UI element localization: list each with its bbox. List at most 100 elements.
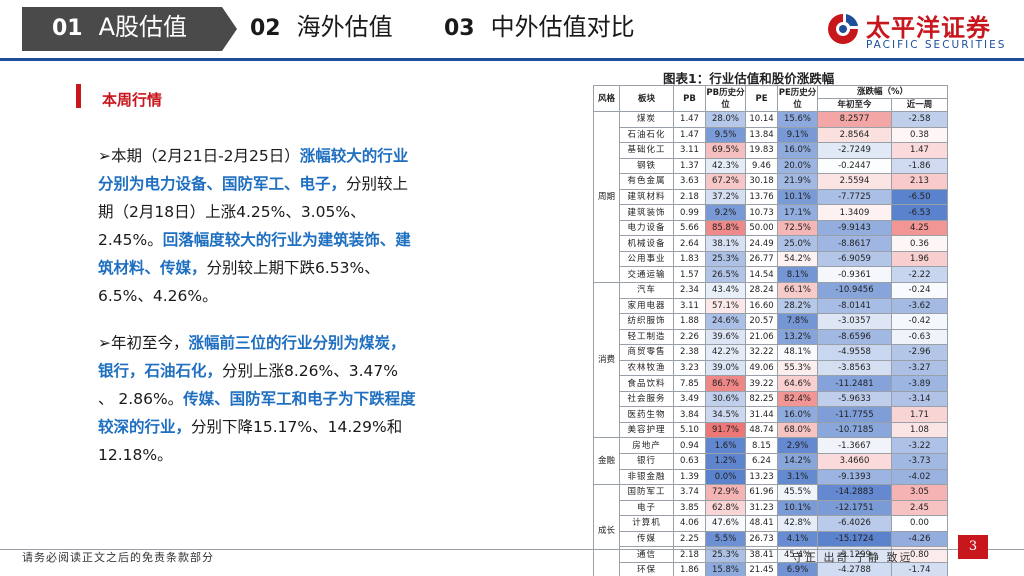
table-row: 建筑材料 2.18 37.2% 13.76 10.1% -7.7725 -6.50 xyxy=(594,188,948,206)
cell-change-week: 0.80 xyxy=(891,546,948,563)
table-row: 家用电器 3.11 57.1% 16.60 28.2% -8.0141 -3.62 xyxy=(594,297,948,315)
cell-pb-percentile: 30.6% xyxy=(705,390,746,408)
col-header-style: 风格 xyxy=(593,85,620,112)
tab-arrow-shape xyxy=(22,7,237,51)
cell-pb-percentile: 0.0% xyxy=(705,468,746,486)
cell-pe: 26.77 xyxy=(745,250,778,268)
cell-change-ytd: -6.4026 xyxy=(817,515,892,532)
pacific-securities-logo: 太平洋证券 PACIFIC SECURITIES xyxy=(826,8,1016,54)
cell-pb-percentile: 26.5% xyxy=(705,266,746,284)
table-row: 建筑装饰 0.99 9.2% 10.73 17.1% 1.3409 -6.53 xyxy=(594,204,948,221)
cell-change-ytd: -0.2447 xyxy=(817,157,892,175)
cell-change-week: -3.62 xyxy=(891,297,948,315)
logo-subtitle: PACIFIC SECURITIES xyxy=(866,39,1007,51)
cell-change-week: -4.02 xyxy=(891,468,948,486)
cell-change-ytd: -14.2883 xyxy=(817,484,892,501)
cell-change-ytd: -4.2788 xyxy=(817,561,892,576)
table-row: 传媒 2.25 5.5% 26.73 4.1% -15.1724 -4.26 xyxy=(594,530,948,548)
table-row: 成长 国防军工 3.74 72.9% 61.96 45.5% -14.2883 3.05 xyxy=(593,484,948,576)
col-header-sector: 板块 xyxy=(619,85,674,112)
cell-pb: 1.37 xyxy=(673,157,706,175)
cell-pe: 49.06 xyxy=(745,359,778,377)
table-row: 美容护理 5.10 91.7% 48.74 68.0% -10.7185 1.08 xyxy=(594,421,948,439)
cell-pe-percentile: 8.1% xyxy=(777,266,818,284)
cell-pe-percentile: 10.1% xyxy=(777,188,818,206)
col-header-pe: PE xyxy=(745,85,778,112)
cell-pb-percentile: 15.8% xyxy=(705,561,746,576)
table-row: 交通运输 1.57 26.5% 14.54 8.1% -0.9361 -2.22 xyxy=(594,266,948,284)
cell-pe-percentile: 68.0% xyxy=(777,421,818,439)
cell-sector: 电子 xyxy=(619,499,674,517)
cell-change-week: 1.71 xyxy=(891,406,948,423)
cell-change-ytd: 3.4660 xyxy=(817,453,892,470)
table-row: 社会服务 3.49 30.6% 82.25 82.4% -5.9633 -3.14 xyxy=(594,390,948,408)
cell-sector: 房地产 xyxy=(619,437,674,455)
cell-sector: 有色金属 xyxy=(619,173,674,190)
cell-change-ytd: -4.9558 xyxy=(817,344,892,361)
cell-pe-percentile: 48.1% xyxy=(777,344,818,361)
cell-change-ytd: 2.5594 xyxy=(817,173,892,190)
footer-motto: 守正 出奇 宁静 致远 xyxy=(792,551,913,564)
cell-change-ytd: -8.0141 xyxy=(817,297,892,315)
cell-pb: 0.94 xyxy=(673,437,706,455)
cell-sector: 非银金融 xyxy=(619,468,674,486)
tab-number: 01 xyxy=(52,16,83,41)
cell-pe: 61.96 xyxy=(745,484,778,501)
cell-pe-percentile: 55.3% xyxy=(777,359,818,377)
para-highlight: 涨幅较大的行业分别为电力设备、国防军工、电子， xyxy=(98,147,409,193)
cell-pb: 0.63 xyxy=(673,453,706,470)
cell-pe: 50.00 xyxy=(745,219,778,237)
cell-pe-percentile: 42.8% xyxy=(777,515,818,532)
table-row: 基础化工 3.11 69.5% 19.83 16.0% -2.7249 1.47 xyxy=(594,142,948,159)
table-row: 有色金属 3.63 67.2% 30.18 21.9% 2.5594 2.13 xyxy=(594,173,948,190)
cell-change-ytd: -9.9143 xyxy=(817,219,892,237)
cell-pb-percentile: 37.2% xyxy=(705,188,746,206)
para-text: ➢年初至今， xyxy=(98,334,189,352)
cell-sector: 轻工制造 xyxy=(619,328,674,346)
cell-pe: 20.57 xyxy=(745,313,778,330)
cell-sector: 煤炭 xyxy=(619,111,674,128)
cell-pb: 1.88 xyxy=(673,313,706,330)
table-row: 电子 3.85 62.8% 31.23 10.1% -12.1751 2.45 xyxy=(594,499,948,517)
table-row: 商贸零售 2.38 42.2% 32.22 48.1% -4.9558 -2.96 xyxy=(594,344,948,361)
cell-pb-percentile: 5.5% xyxy=(705,530,746,548)
cell-change-ytd: -8.6596 xyxy=(817,328,892,346)
cell-pb: 3.49 xyxy=(673,390,706,408)
table-row: 农林牧渔 3.23 39.0% 49.06 55.3% -3.8563 -3.27 xyxy=(594,359,948,377)
cell-change-week: -1.74 xyxy=(891,561,948,576)
cell-pe: 13.76 xyxy=(745,188,778,206)
cell-sector: 钢铁 xyxy=(619,157,674,175)
cell-pe: 14.54 xyxy=(745,266,778,284)
cell-pe-percentile: 7.8% xyxy=(777,313,818,330)
cell-change-ytd: -3.8563 xyxy=(817,359,892,377)
cell-pe-percentile: 9.1% xyxy=(777,126,818,144)
cell-sector: 石油石化 xyxy=(619,126,674,144)
cell-change-week: 4.25 xyxy=(891,219,948,237)
cell-change-ytd: -12.1751 xyxy=(817,499,892,517)
cell-pb-percentile: 91.7% xyxy=(705,421,746,439)
cell-pe: 21.45 xyxy=(745,561,778,576)
tab-a-share-valuation[interactable]: 01 A股估值 xyxy=(22,7,237,51)
cell-pb: 3.85 xyxy=(673,499,706,517)
cell-pb: 2.64 xyxy=(673,235,706,252)
tab-text: A股估值 xyxy=(98,13,188,41)
cell-pb-percentile: 57.1% xyxy=(705,297,746,315)
cell-change-ytd: -0.9361 xyxy=(817,266,892,284)
cell-change-week: 1.47 xyxy=(891,142,948,159)
logo-mark-icon xyxy=(828,14,858,44)
tab-valuation-comparison[interactable]: 03 中外估值对比 xyxy=(444,9,635,45)
cell-sector: 国防军工 xyxy=(619,484,674,501)
cell-pe-percentile: 25.0% xyxy=(777,235,818,252)
cell-style-group: 金融 xyxy=(593,437,620,486)
cell-style-group: 周期 xyxy=(593,110,620,284)
tab-overseas-valuation[interactable]: 02 海外估值 xyxy=(250,9,393,45)
cell-pb-percentile: 47.6% xyxy=(705,515,746,532)
table-row: 公用事业 1.83 25.3% 26.77 54.2% -6.9059 1.96 xyxy=(594,250,948,268)
cell-change-week: -6.53 xyxy=(891,204,948,221)
valuation-table: 风格 板块 PB PB历史分位 PE PE历史分位 涨跌幅（%） 年初至今 近一… xyxy=(593,85,948,576)
para-text: 分别较上期下跌6.53%、6.5%、4.26%。 xyxy=(98,259,380,305)
cell-sector: 美容护理 xyxy=(619,421,674,439)
cell-change-week: -3.89 xyxy=(891,375,948,392)
cell-pe: 31.44 xyxy=(745,406,778,423)
cell-pe: 48.74 xyxy=(745,421,778,439)
